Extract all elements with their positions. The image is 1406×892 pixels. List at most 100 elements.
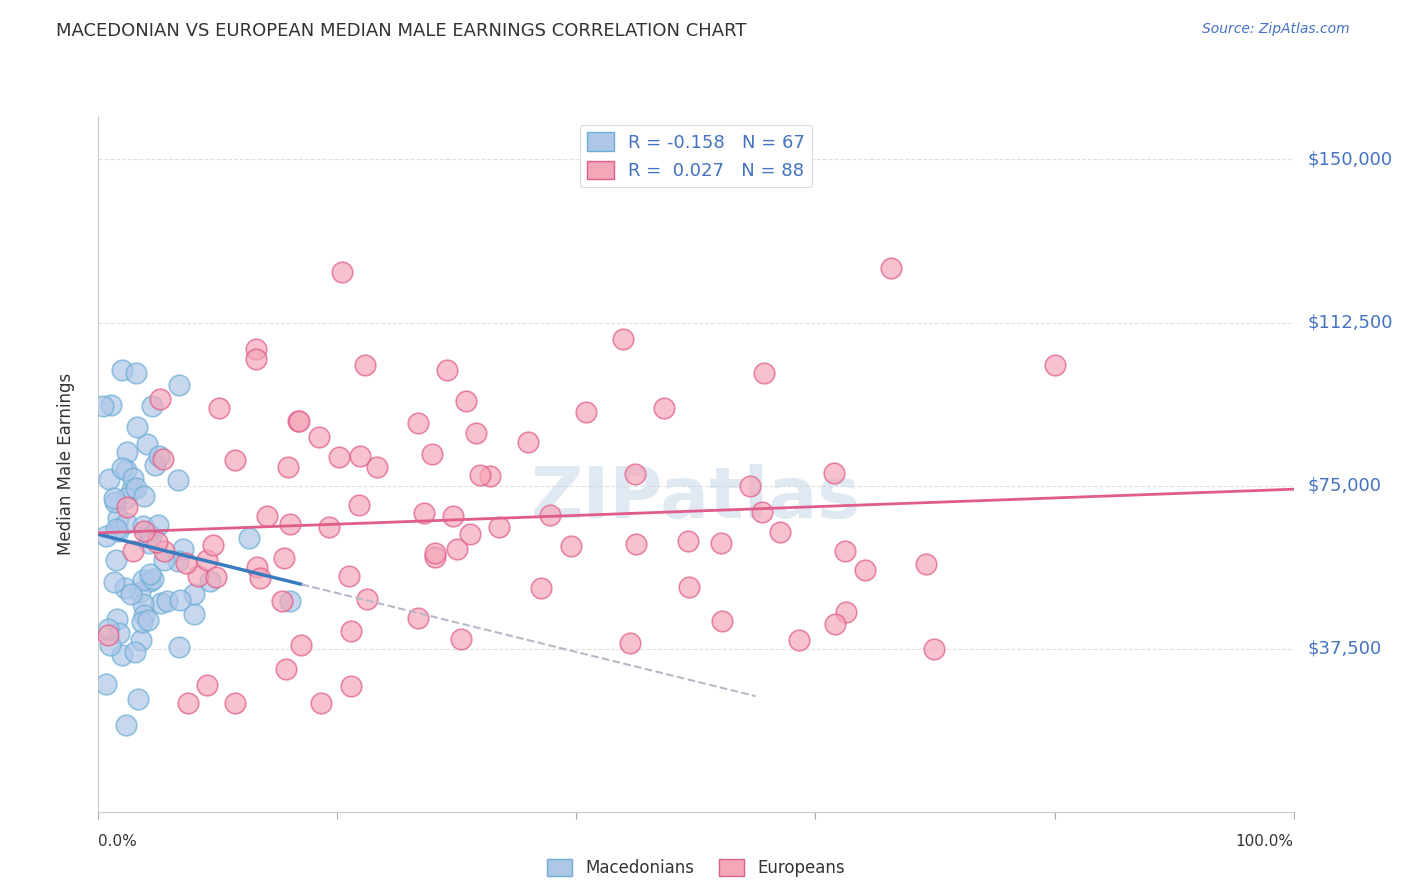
Point — [100, 398, 122, 412]
Point — [107, 524, 129, 539]
Point — [619, 636, 641, 650]
Point — [146, 534, 169, 549]
Point — [249, 571, 271, 585]
Point — [103, 575, 125, 590]
Text: $112,500: $112,500 — [1308, 313, 1393, 332]
Point — [111, 648, 134, 662]
Point — [530, 582, 553, 596]
Point — [105, 522, 128, 536]
Text: 0.0%: 0.0% — [98, 834, 138, 849]
Point — [710, 535, 733, 549]
Point — [131, 615, 153, 629]
Point — [167, 377, 190, 392]
Point — [139, 567, 162, 582]
Text: $150,000: $150,000 — [1308, 151, 1393, 169]
Point — [922, 641, 945, 656]
Point — [135, 437, 157, 451]
Point — [131, 597, 153, 611]
Text: 100.0%: 100.0% — [1236, 834, 1294, 849]
Point — [538, 508, 561, 523]
Point — [337, 569, 360, 583]
Point — [198, 574, 221, 589]
Point — [349, 449, 371, 463]
Point — [166, 473, 188, 487]
Point — [768, 524, 790, 539]
Point — [202, 538, 225, 552]
Point — [575, 405, 598, 419]
Text: Source: ZipAtlas.com: Source: ZipAtlas.com — [1202, 22, 1350, 37]
Point — [97, 628, 120, 642]
Point — [105, 553, 128, 567]
Point — [138, 536, 160, 550]
Point — [132, 607, 155, 622]
Point — [115, 717, 138, 731]
Point — [125, 420, 148, 434]
Point — [150, 596, 173, 610]
Text: $75,000: $75,000 — [1308, 476, 1382, 494]
Point — [108, 625, 131, 640]
Point — [517, 435, 540, 450]
Point — [224, 453, 246, 467]
Point — [125, 366, 148, 380]
Point — [308, 430, 330, 444]
Point — [120, 587, 142, 601]
Point — [406, 611, 429, 625]
Point — [94, 677, 117, 691]
Point — [98, 638, 121, 652]
Point — [340, 624, 363, 638]
Point — [155, 593, 177, 607]
Point — [131, 519, 153, 533]
Point — [107, 612, 129, 626]
Point — [488, 520, 510, 534]
Point — [423, 545, 446, 559]
Point — [787, 632, 810, 647]
Point — [93, 400, 115, 414]
Point — [420, 446, 443, 460]
Point — [167, 640, 190, 654]
Point — [208, 401, 231, 415]
Point — [153, 544, 176, 558]
Point — [423, 550, 446, 565]
Point — [278, 594, 301, 608]
Point — [853, 563, 876, 577]
Point — [148, 449, 170, 463]
Point — [187, 569, 209, 583]
Point — [612, 333, 634, 347]
Point — [183, 607, 205, 622]
Point — [148, 517, 170, 532]
Point — [134, 524, 156, 539]
Point — [318, 520, 340, 534]
Point — [470, 468, 492, 483]
Point — [132, 489, 155, 503]
Y-axis label: Median Male Earnings: Median Male Earnings — [56, 373, 75, 555]
Point — [142, 573, 165, 587]
Point — [823, 466, 845, 480]
Point — [347, 499, 370, 513]
Point — [835, 605, 858, 619]
Point — [1045, 359, 1067, 373]
Point — [131, 573, 153, 587]
Text: MACEDONIAN VS EUROPEAN MEDIAN MALE EARNINGS CORRELATION CHART: MACEDONIAN VS EUROPEAN MEDIAN MALE EARNI… — [56, 22, 747, 40]
Point — [454, 393, 477, 408]
Point — [328, 450, 350, 464]
Point — [280, 517, 302, 532]
Point — [290, 638, 312, 652]
Point — [129, 585, 152, 599]
Point — [880, 261, 903, 276]
Point — [560, 539, 582, 553]
Point — [623, 467, 645, 482]
Point — [915, 557, 938, 571]
Point — [356, 591, 378, 606]
Point — [169, 592, 191, 607]
Point — [114, 581, 136, 595]
Point — [238, 531, 260, 545]
Point — [131, 633, 153, 648]
Point — [738, 479, 761, 493]
Point — [167, 554, 190, 568]
Point — [256, 508, 278, 523]
Point — [122, 543, 145, 558]
Point — [624, 537, 647, 551]
Point — [465, 425, 488, 440]
Point — [204, 570, 226, 584]
Point — [271, 594, 294, 608]
